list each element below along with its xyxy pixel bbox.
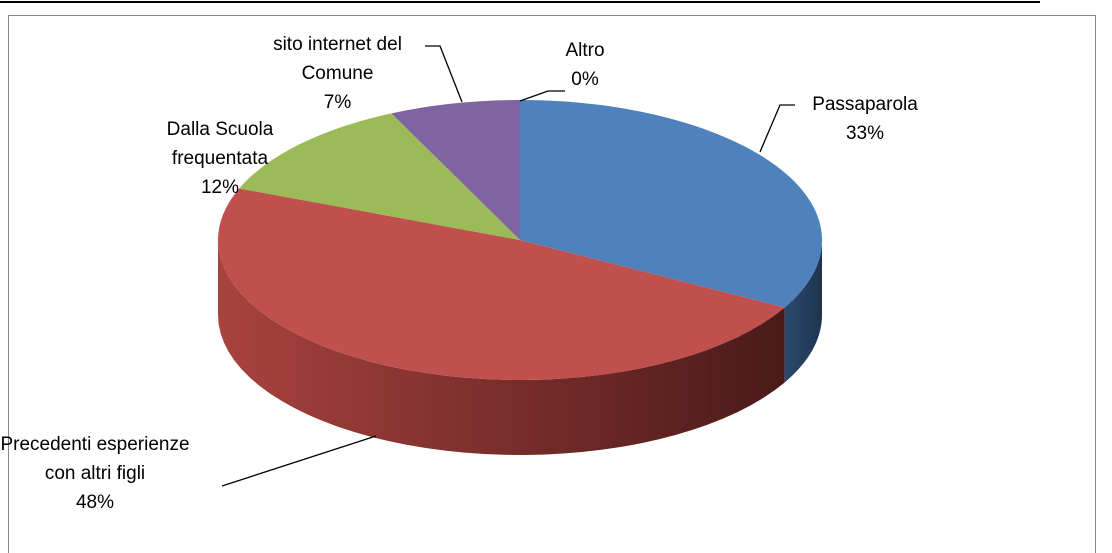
value-label: 33% [845,123,885,144]
pie-slice [239,113,520,240]
category-label: Altro [565,40,605,61]
value-label: 0% [571,69,599,90]
slice-side [218,240,785,455]
category-label: sito internet del Comune [273,34,402,84]
leader-line [425,45,463,103]
category-label: Dalla Scuola frequentata [166,119,274,169]
category-label: Precedenti esperienze con altri figli [0,434,190,484]
value-label: 48% [75,492,115,513]
pie-slice [520,100,823,308]
data-label: Dalla Scuola frequentata 12% [150,115,290,202]
leader-line [519,90,565,102]
slice-side [784,240,822,383]
data-label: Precedenti esperienze con altri figli 48% [0,430,190,517]
pie-slice [391,100,520,240]
pie-tops [217,100,823,381]
category-label: Passaparola [812,94,918,115]
data-label: Altro 0% [540,36,630,94]
leader-line [221,435,377,487]
value-label: 7% [323,92,352,113]
leader-line [759,104,795,153]
pie-slice [217,188,785,381]
pie-sides [218,240,822,455]
data-label: Passaparola 33% [790,90,940,148]
value-label: 12% [200,177,240,198]
data-label: sito internet del Comune 7% [255,30,420,117]
chart-frame [8,15,1096,553]
leader-lines [221,45,795,487]
